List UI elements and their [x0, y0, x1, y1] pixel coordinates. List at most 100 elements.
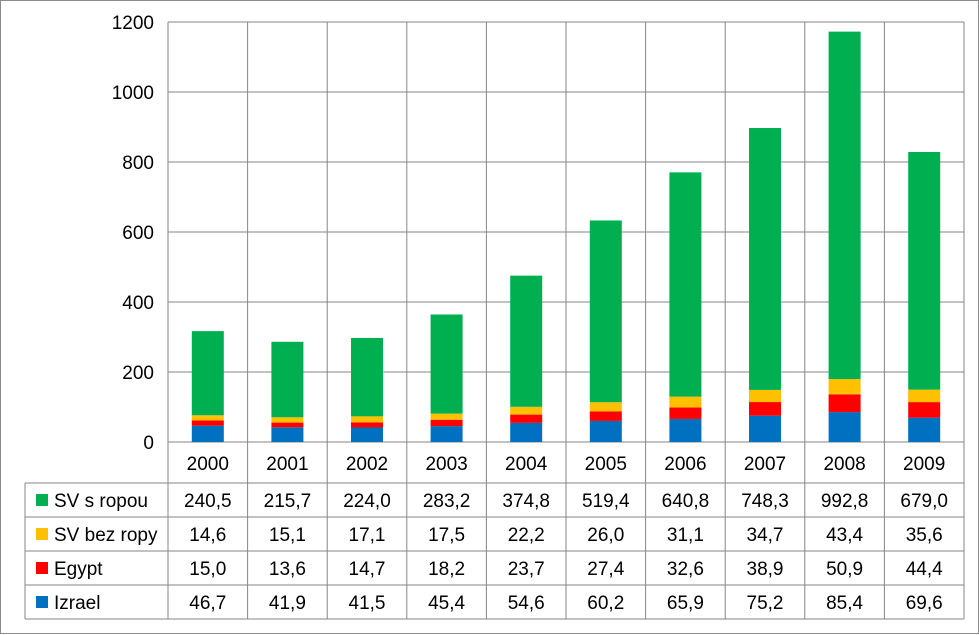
y-tick-label-600: 600	[122, 223, 154, 244]
bar-sv-bez-ropy-2000	[191, 415, 224, 421]
data-label-izrael-2003: 45,4	[428, 593, 465, 614]
data-label-izrael-2009: 69,6	[906, 593, 943, 614]
x-tick-label-2001: 2001	[266, 454, 308, 475]
data-label-sv-bez-ropy-2008: 43,4	[826, 525, 863, 546]
bar-sv-s-ropou-2001	[271, 341, 304, 418]
data-label-sv-bez-ropy-2001: 15,1	[269, 525, 306, 546]
data-label-sv-bez-ropy-2005: 26,0	[587, 525, 624, 546]
x-tick-label-2007: 2007	[744, 454, 786, 475]
legend-key-sv-bez-ropy	[36, 528, 48, 540]
data-label-egypt-2009: 44,4	[906, 559, 943, 580]
data-label-sv-bez-ropy-2006: 31,1	[667, 525, 704, 546]
data-label-egypt-2000: 15,0	[189, 559, 226, 580]
data-label-egypt-2007: 38,9	[747, 559, 784, 580]
x-tick-label-2000: 2000	[187, 454, 229, 475]
data-label-egypt-2006: 32,6	[667, 559, 704, 580]
legend-label-sv-s-ropou: SV s ropou	[54, 491, 148, 512]
bar-sv-s-ropou-2006	[669, 172, 702, 397]
y-tick-label-0: 0	[143, 433, 154, 454]
legend-label-sv-bez-ropy: SV bez ropy	[54, 525, 158, 546]
data-label-sv-bez-ropy-2009: 35,6	[906, 525, 943, 546]
data-label-sv-bez-ropy-2002: 17,1	[349, 525, 386, 546]
data-label-sv-s-ropou-2003: 283,2	[423, 491, 471, 512]
x-tick-label-2006: 2006	[664, 454, 706, 475]
data-label-izrael-2001: 41,9	[269, 593, 306, 614]
bar-izrael-2000	[191, 425, 224, 442]
legend-key-egypt	[36, 562, 48, 574]
bar-sv-bez-ropy-2007	[749, 389, 781, 403]
data-label-egypt-2003: 18,2	[428, 559, 465, 580]
data-label-sv-s-ropou-2002: 224,0	[343, 491, 391, 512]
x-tick-label-2005: 2005	[585, 454, 627, 475]
bar-izrael-2003	[430, 426, 463, 442]
data-label-izrael-2002: 41,5	[349, 593, 386, 614]
data-label-izrael-2000: 46,7	[189, 593, 226, 614]
bar-sv-s-ropou-2003	[430, 314, 463, 414]
bar-sv-bez-ropy-2004	[510, 406, 543, 415]
bar-egypt-2002	[351, 422, 383, 428]
bar-egypt-2000	[191, 420, 224, 426]
data-label-izrael-2005: 60,2	[587, 593, 624, 614]
bar-sv-s-ropou-2000	[191, 331, 224, 416]
data-label-sv-s-ropou-2001: 215,7	[264, 491, 312, 512]
bar-sv-bez-ropy-2009	[908, 389, 941, 403]
bar-egypt-2005	[589, 411, 622, 421]
data-label-sv-s-ropou-2009: 679,0	[900, 491, 948, 512]
bar-izrael-2007	[749, 415, 781, 442]
bar-sv-bez-ropy-2001	[271, 417, 304, 423]
data-label-egypt-2001: 13,6	[269, 559, 306, 580]
data-label-sv-s-ropou-2000: 240,5	[184, 491, 232, 512]
legend-label-izrael: Izrael	[54, 593, 100, 614]
y-tick-label-200: 200	[122, 363, 154, 384]
data-label-izrael-2008: 85,4	[826, 593, 863, 614]
bar-sv-bez-ropy-2002	[351, 416, 383, 423]
bar-izrael-2009	[908, 417, 941, 442]
data-label-sv-bez-ropy-2004: 22,2	[508, 525, 545, 546]
data-label-sv-s-ropou-2005: 519,4	[582, 491, 630, 512]
bar-egypt-2006	[669, 407, 702, 419]
data-label-egypt-2008: 50,9	[826, 559, 863, 580]
bar-sv-s-ropou-2009	[908, 151, 941, 390]
x-tick-label-2003: 2003	[425, 454, 467, 475]
bar-egypt-2007	[749, 402, 781, 416]
bar-egypt-2001	[271, 422, 304, 428]
data-table: 2000 2001 2002 2003 2004 2005 2006 2007 2008 2009…	[24, 454, 964, 620]
data-label-sv-bez-ropy-2007: 34,7	[747, 525, 784, 546]
bar-sv-bez-ropy-2003	[430, 413, 463, 420]
bar-sv-s-ropou-2004	[510, 275, 543, 407]
bar-izrael-2002	[351, 427, 383, 442]
bar-sv-s-ropou-2005	[589, 220, 622, 403]
x-tick-label-2009: 2009	[903, 454, 945, 475]
legend-key-izrael	[36, 596, 48, 608]
data-label-izrael-2004: 54,6	[508, 593, 545, 614]
bar-izrael-2005	[589, 420, 622, 442]
data-label-egypt-2002: 14,7	[349, 559, 386, 580]
gridlines	[167, 21, 965, 619]
data-label-egypt-2004: 23,7	[508, 559, 545, 580]
data-label-sv-s-ropou-2008: 992,8	[821, 491, 869, 512]
data-label-sv-s-ropou-2006: 640,8	[662, 491, 710, 512]
y-tick-label-1000: 1000	[112, 83, 154, 104]
data-label-izrael-2007: 75,2	[747, 593, 784, 614]
legend-key-sv-s-ropou	[36, 494, 48, 506]
data-label-sv-s-ropou-2004: 374,8	[502, 491, 550, 512]
bar-sv-s-ropou-2008	[828, 31, 861, 380]
bar-izrael-2006	[669, 418, 702, 442]
bar-sv-s-ropou-2002	[351, 337, 383, 417]
bar-egypt-2004	[510, 414, 543, 423]
bar-egypt-2009	[908, 402, 941, 418]
y-tick-label-800: 800	[122, 153, 154, 174]
bar-sv-bez-ropy-2008	[828, 379, 861, 395]
bar-sv-bez-ropy-2005	[589, 402, 622, 412]
y-tick-label-1200: 1200	[112, 13, 154, 34]
y-tick-label-400: 400	[122, 293, 154, 314]
bar-egypt-2003	[430, 419, 463, 427]
data-label-izrael-2006: 65,9	[667, 593, 704, 614]
data-label-sv-s-ropou-2007: 748,3	[741, 491, 789, 512]
bar-sv-bez-ropy-2006	[669, 396, 702, 408]
bar-izrael-2001	[271, 427, 304, 442]
bar-izrael-2008	[828, 412, 861, 442]
data-label-egypt-2005: 27,4	[587, 559, 624, 580]
